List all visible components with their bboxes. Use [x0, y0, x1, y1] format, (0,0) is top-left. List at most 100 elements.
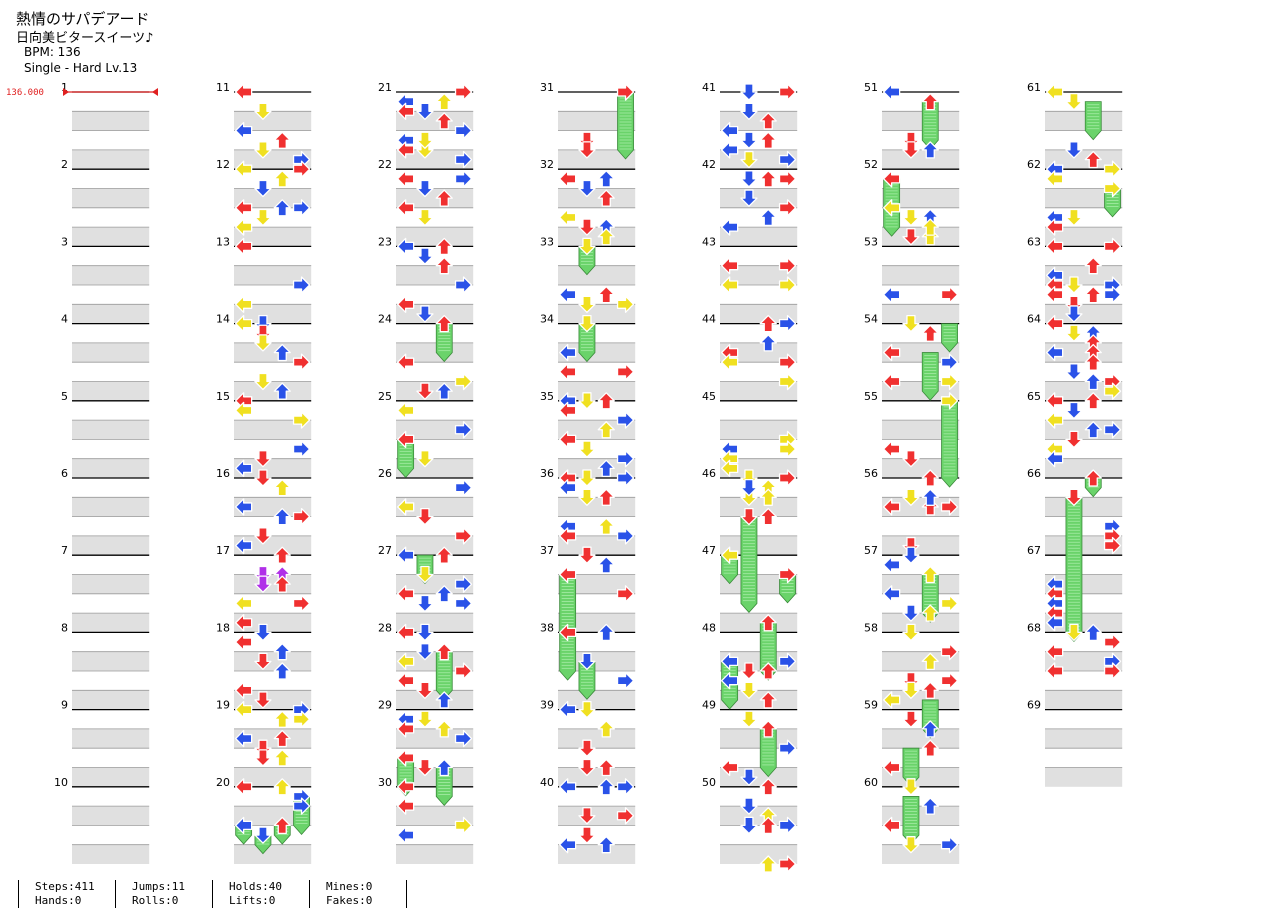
arrow-note-up [1084, 421, 1102, 439]
arrow-note-up [759, 334, 777, 352]
arrow-note-down [416, 179, 434, 198]
arrow-note-down [1065, 93, 1083, 111]
measure-number: 60 [864, 776, 878, 789]
arrow-note-up [759, 855, 777, 873]
arrow-note-up [597, 720, 615, 738]
measure-band [882, 613, 960, 633]
arrow-note-left [396, 546, 415, 564]
arrow-note-down [578, 546, 596, 564]
arrow-note-right [940, 594, 959, 613]
arrow-note-up [597, 556, 615, 574]
measure-band [1045, 767, 1123, 787]
measure-49: 49 [702, 699, 798, 787]
arrow-note-up [759, 816, 777, 835]
arrow-note-down [740, 189, 758, 207]
arrow-note-left [1046, 218, 1064, 236]
measure-number: 43 [702, 235, 716, 248]
arrow-note-up [1084, 372, 1102, 391]
measure-band [72, 265, 150, 285]
measure-band [558, 458, 636, 478]
measure-band [720, 767, 798, 787]
arrow-note-up [597, 778, 615, 796]
arrow-note-up [759, 662, 777, 680]
measure-band [1045, 613, 1123, 633]
stat-steps: Steps:411 [35, 880, 95, 893]
measure-number: 41 [702, 81, 716, 94]
arrow-note-down [254, 334, 272, 352]
arrow-note-up [273, 199, 291, 217]
arrow-note-down [740, 816, 758, 835]
arrow-note-left [559, 430, 577, 449]
measure-53: 53 [864, 235, 960, 324]
arrow-note-down [254, 691, 272, 709]
arrow-note-up [435, 237, 453, 256]
arrow-note-left [234, 401, 253, 420]
stat-fakes: Fakes:0 [326, 894, 373, 907]
arrow-note-down [902, 604, 920, 622]
arrow-note-right [616, 807, 635, 825]
measure-band [720, 149, 798, 170]
arrow-note-right [616, 295, 635, 313]
measure-number: 16 [216, 467, 230, 480]
arrow-note-left [883, 585, 901, 603]
measure-band [234, 535, 312, 556]
arrow-note-right [616, 585, 635, 603]
arrow-note-right [454, 816, 473, 835]
measure-band [234, 304, 312, 324]
arrow-note-left [559, 478, 577, 497]
arrow-note-left [234, 295, 253, 313]
step-chart: 1234567891011121314151617181920212223242… [54, 81, 1123, 873]
arrow-note-right [292, 199, 311, 217]
arrow-note-down [740, 681, 758, 699]
measure-band [72, 342, 150, 363]
measure-band [882, 342, 960, 363]
hold-note [1084, 101, 1102, 141]
measure-62: 62 [1027, 158, 1123, 247]
arrow-note-right [454, 276, 473, 294]
measure-band [72, 767, 150, 787]
arrow-note-down [416, 643, 434, 661]
hold-note [617, 91, 634, 160]
arrow-note-down [902, 228, 920, 246]
measure-band [72, 497, 150, 517]
arrow-note-right [778, 199, 797, 217]
measure-number: 42 [702, 158, 716, 171]
arrow-note-left [883, 498, 901, 516]
arrow-note-down [1065, 623, 1083, 642]
arrow-note-up [597, 189, 615, 207]
arrow-note-left [559, 363, 577, 381]
arrow-note-down [254, 749, 272, 767]
measure-59: 59 [864, 699, 960, 787]
arrow-note-down [254, 527, 272, 545]
measure-band [1045, 497, 1123, 517]
measure-28: 28 [378, 621, 474, 710]
song-artist: 日向美ビタースイーツ♪ [16, 31, 154, 46]
measure-band [72, 149, 150, 170]
arrow-note-up [273, 170, 291, 188]
arrow-note-down [1065, 141, 1083, 159]
measure-number: 29 [378, 699, 392, 712]
arrow-note-up [597, 228, 615, 246]
measure-band [72, 227, 150, 247]
measure-band [72, 651, 150, 671]
arrow-note-left [396, 199, 415, 217]
arrow-note-down [254, 179, 272, 198]
arrow-note-right [454, 575, 473, 593]
arrow-note-right [616, 672, 635, 690]
stat-mines: Mines:0 [326, 880, 373, 893]
hold-note [740, 516, 758, 614]
arrow-note-right [292, 507, 311, 526]
arrow-note-right [292, 160, 311, 178]
measure-band [720, 728, 798, 749]
measure-band [396, 342, 474, 363]
measure-band [396, 381, 474, 401]
measure-band [720, 497, 798, 517]
measure-number: 51 [864, 81, 878, 94]
arrow-note-left [721, 758, 739, 777]
measure-band [558, 728, 636, 749]
measure-number: 63 [1027, 235, 1041, 248]
song-difficulty: Single - Hard Lv.13 [24, 61, 138, 75]
arrow-note-left [883, 199, 901, 217]
measure-band [234, 381, 312, 401]
arrow-note-right [778, 440, 797, 458]
